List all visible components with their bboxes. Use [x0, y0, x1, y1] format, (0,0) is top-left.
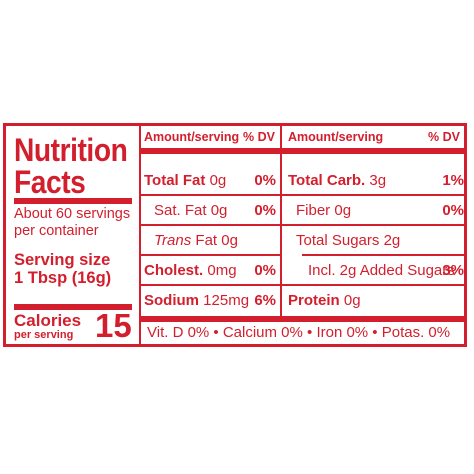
total-carb-dv: 1% [442, 172, 464, 189]
right-dv-header: % DV [428, 130, 460, 144]
sat-fat-row: Sat. Fat 0g [154, 202, 228, 219]
nutrition-facts-panel: Nutrition Facts About 60 servings per co… [3, 123, 467, 347]
serving-rule [14, 304, 132, 310]
row-rule [282, 194, 464, 196]
cholesterol-dv: 0% [254, 262, 276, 279]
sodium-row: Sodium 125mg [144, 292, 250, 309]
added-sugars-dv: 3% [442, 262, 464, 279]
label-left-column: Nutrition Facts About 60 servings per co… [6, 126, 141, 344]
row-rule [282, 284, 464, 286]
left-dv-header: % DV [243, 130, 275, 144]
column-divider [280, 126, 282, 318]
servings-per-container: About 60 servings per container [14, 206, 131, 239]
added-sugars-row: Incl. 2g Added Sugars [308, 262, 455, 279]
fiber-row: Fiber 0g [296, 202, 352, 219]
header-rule [141, 148, 464, 154]
row-rule [141, 254, 280, 256]
row-rule [141, 224, 280, 226]
total-fat-row: Total Fat 0g [144, 172, 227, 189]
row-rule [141, 194, 280, 196]
right-amount-header: Amount/serving [288, 130, 384, 144]
left-amount-header: Amount/serving [144, 130, 240, 144]
sat-fat-dv: 0% [254, 202, 276, 219]
serving-size: Serving size 1 Tbsp (16g) [14, 251, 112, 287]
calories-value: 15 [95, 307, 132, 344]
calories-sublabel: per serving [14, 329, 74, 341]
total-sugars-row: Total Sugars 2g [296, 232, 401, 249]
fiber-dv: 0% [442, 202, 464, 219]
protein-row: Protein 0g [288, 292, 361, 309]
footer-rule [141, 316, 464, 322]
total-fat-dv: 0% [254, 172, 276, 189]
vitamins-minerals-footer: Vit. D 0% • Calcium 0% • Iron 0% • Potas… [147, 324, 451, 341]
title-rule [14, 198, 132, 204]
trans-fat-row: Trans Fat 0g [154, 232, 238, 249]
nutrition-facts-title: Nutrition Facts [14, 132, 128, 200]
calories-label: Calories [14, 311, 82, 330]
total-carb-row: Total Carb. 3g [288, 172, 387, 189]
cholesterol-row: Cholest. 0mg [144, 262, 237, 279]
row-rule [302, 254, 464, 256]
row-rule [141, 284, 280, 286]
row-rule [282, 224, 464, 226]
sodium-dv: 6% [254, 292, 276, 309]
